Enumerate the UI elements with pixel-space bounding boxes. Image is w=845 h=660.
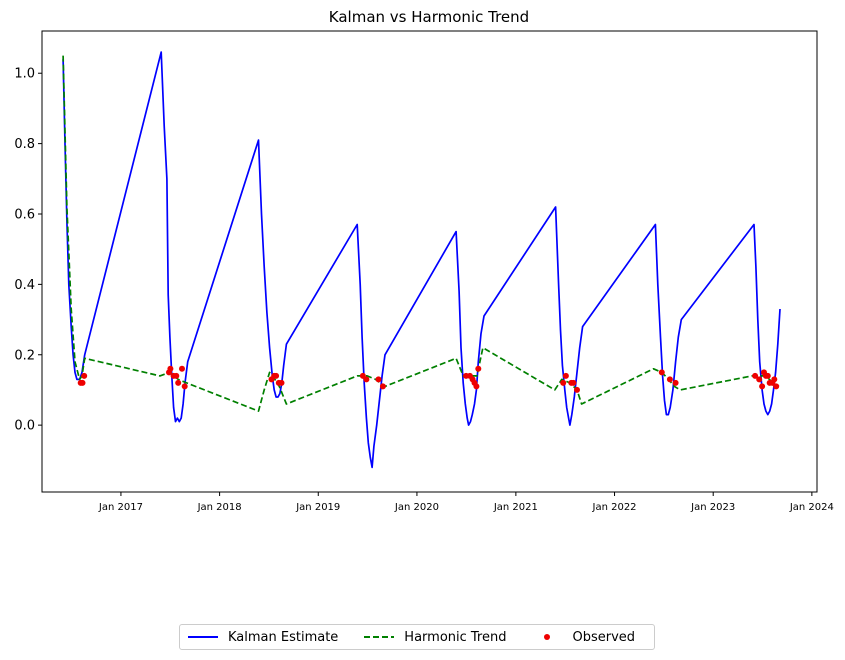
y-axis: 0.0 0.2 0.4 0.6 0.8 1.0 bbox=[14, 67, 42, 434]
x-tick-label: Jan 2017 bbox=[98, 502, 143, 513]
observed-point bbox=[475, 365, 482, 372]
y-tick-label: 1.0 bbox=[14, 67, 35, 82]
kalman-estimate-line bbox=[62, 51, 781, 469]
observed-point bbox=[175, 379, 182, 386]
legend-item-kalman: Kalman Estimate bbox=[188, 630, 338, 645]
legend-line-solid-icon bbox=[188, 636, 218, 638]
observed-point bbox=[773, 383, 780, 390]
observed-point bbox=[560, 379, 567, 386]
plot-frame bbox=[41, 30, 818, 493]
observed-point bbox=[562, 372, 569, 379]
observed-point bbox=[173, 372, 180, 379]
legend-label: Observed bbox=[572, 629, 636, 645]
observed-point bbox=[764, 372, 771, 379]
plot-content bbox=[62, 51, 781, 469]
observed-point bbox=[672, 379, 679, 386]
observed-point bbox=[81, 372, 88, 379]
series-observed bbox=[77, 365, 780, 393]
legend-item-harmonic: Harmonic Trend bbox=[364, 630, 506, 645]
chart-title: Kalman vs Harmonic Trend bbox=[329, 8, 529, 26]
x-tick-label: Jan 2021 bbox=[493, 502, 538, 513]
observed-point bbox=[363, 376, 370, 383]
legend-line-dashed-icon bbox=[364, 636, 395, 638]
observed-point bbox=[167, 365, 174, 372]
x-tick-label: Jan 2022 bbox=[592, 502, 637, 513]
observed-point bbox=[574, 386, 580, 393]
x-tick-label: Jan 2023 bbox=[690, 502, 735, 513]
observed-point bbox=[666, 376, 673, 383]
observed-point bbox=[756, 376, 763, 383]
x-tick-label: Jan 2020 bbox=[394, 502, 439, 513]
y-tick-label: 0.2 bbox=[14, 348, 35, 363]
legend-marker-dot-icon bbox=[544, 634, 551, 640]
y-tick-label: 0.6 bbox=[14, 207, 35, 222]
observed-point bbox=[179, 365, 185, 372]
observed-point bbox=[273, 372, 280, 379]
observed-point bbox=[759, 383, 766, 390]
legend-label: Kalman Estimate bbox=[228, 629, 339, 645]
observed-point bbox=[752, 372, 759, 379]
observed-point bbox=[79, 379, 86, 386]
observed-point bbox=[473, 383, 480, 390]
x-tick-label: Jan 2024 bbox=[789, 502, 834, 513]
observed-point bbox=[570, 379, 577, 386]
y-tick-label: 0.0 bbox=[14, 419, 35, 434]
observed-point bbox=[771, 376, 778, 383]
legend: Kalman Estimate Harmonic Trend Observed bbox=[179, 624, 655, 650]
legend-item-observed: Observed bbox=[532, 630, 635, 645]
x-tick-label: Jan 2019 bbox=[295, 502, 340, 513]
observed-point bbox=[278, 379, 285, 386]
observed-point bbox=[658, 369, 665, 376]
x-axis: Jan 2017 Jan 2018 Jan 2019 Jan 2020 Jan 2021… bbox=[98, 492, 834, 513]
observed-point bbox=[375, 376, 382, 383]
observed-point bbox=[181, 383, 188, 390]
observed-point bbox=[379, 383, 386, 390]
y-tick-label: 0.4 bbox=[14, 278, 35, 293]
y-tick-label: 0.8 bbox=[14, 137, 35, 152]
x-tick-label: Jan 2018 bbox=[197, 502, 242, 513]
legend-label: Harmonic Trend bbox=[404, 629, 507, 645]
